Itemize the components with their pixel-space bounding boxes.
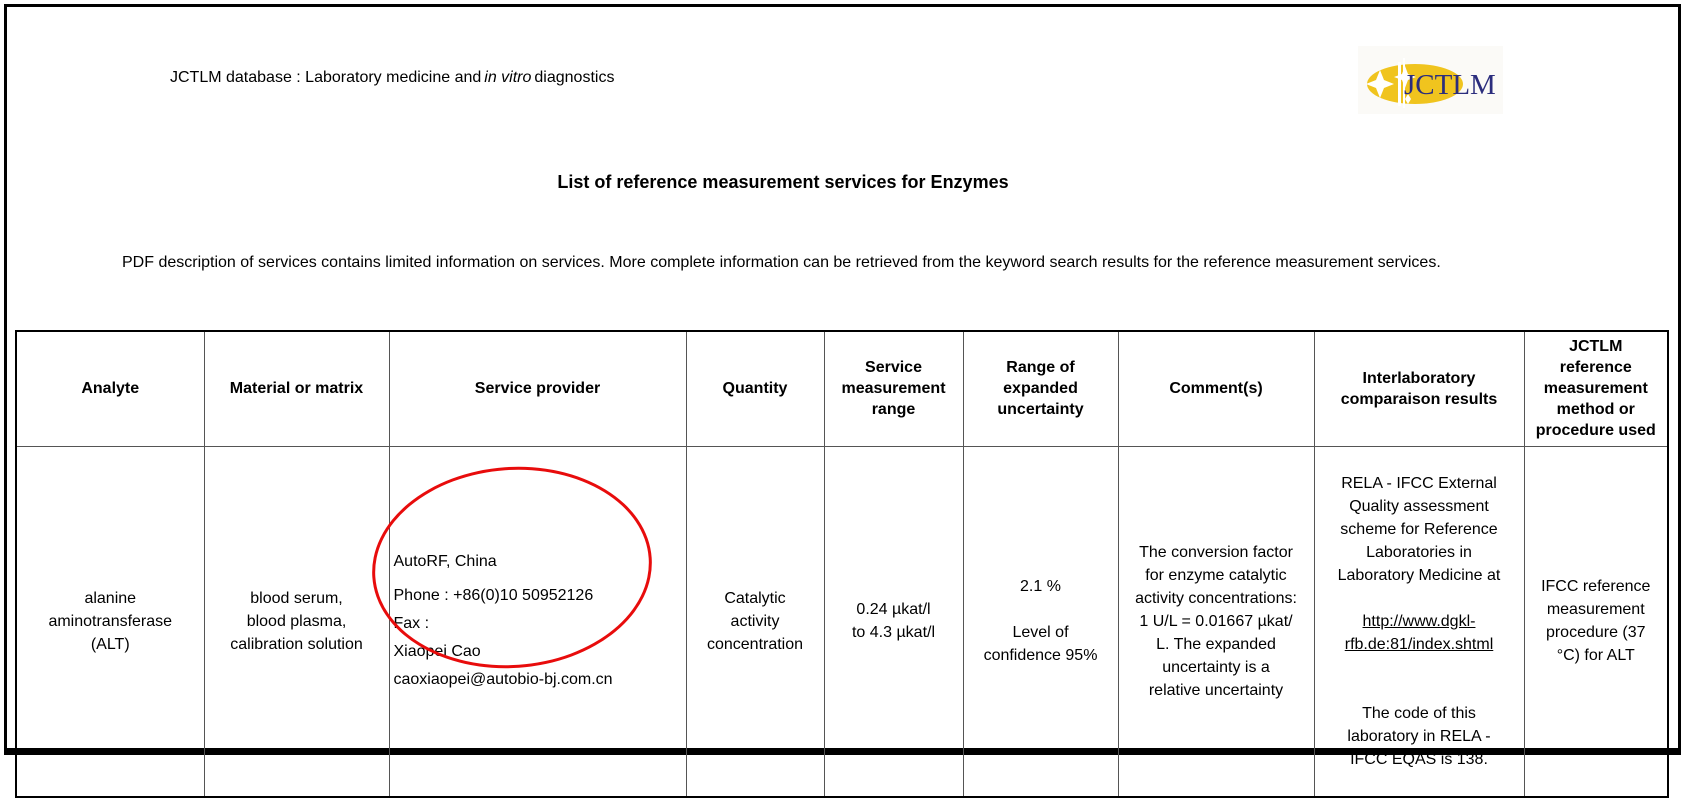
cell-comment: The conversion factor for enzyme catalyt… [1117,445,1315,797]
interlab-url-link[interactable]: http://www.dgkl- rfb.de:81/index.shtml [1344,612,1494,653]
cell-material: blood serum, blood plasma, calibration s… [203,445,390,797]
jctlm-logo: JCTLM [1358,46,1503,114]
database-note-italic: in vitro [484,69,532,86]
database-note-suffix: diagnostics [534,69,615,86]
col-header-jctlm-method: JCTLM reference measurement method or pr… [1523,330,1669,447]
provider-name: AutoRF, China [393,553,497,570]
col-header-measurement-range: Service measurement range [823,330,964,447]
document-page: JCTLM database : Laboratory medicine and… [4,4,1681,798]
page-title: List of reference measurement services f… [557,172,1009,192]
cell-uncertainty: 2.1 % Level of confidence 95% [962,445,1119,797]
provider-contact: Xiaopei Cao [393,643,481,660]
database-note: JCTLM database : Laboratory medicine and… [170,69,614,87]
jctlm-logo-icon: JCTLM [1366,58,1496,108]
col-header-analyte: Analyte [15,330,205,447]
interlab-scheme-text: RELA - IFCC External Quality assessment … [1337,474,1501,584]
description-text: PDF description of services contains lim… [122,254,1441,271]
cell-interlab: RELA - IFCC External Quality assessment … [1313,445,1525,797]
col-header-material: Material or matrix [203,330,390,447]
services-table: Analyte Material or matrix Service provi… [15,330,1669,798]
col-header-quantity: Quantity [685,330,825,447]
cell-analyte: alanine aminotransferase (ALT) [15,445,205,797]
table-row: alanine aminotransferase (ALT) blood ser… [15,445,1669,797]
table-header-row: Analyte Material or matrix Service provi… [15,330,1669,447]
cell-jctlm-method: IFCC reference measurement procedure (37… [1523,445,1669,797]
cell-service-provider: AutoRF, China Phone : +86(0)10 50952126 … [388,445,687,797]
provider-phone: Phone : +86(0)10 50952126 [393,587,594,604]
cell-measurement-range: 0.24 µkat/l to 4.3 µkat/l [823,445,964,797]
provider-fax: Fax : [393,615,430,632]
database-note-prefix: JCTLM database : Laboratory medicine and [170,69,482,86]
col-header-interlab: Interlaboratory comparaison results [1313,330,1525,447]
interlab-code-text: The code of this laboratory in RELA - IF… [1347,704,1491,768]
col-header-comments: Comment(s) [1117,330,1315,447]
cell-quantity: Catalytic activity concentration [685,445,825,797]
col-header-uncertainty: Range of expanded uncertainty [962,330,1119,447]
col-header-service-provider: Service provider [388,330,687,447]
logo-text: JCTLM [1404,69,1496,101]
provider-email: caoxiaopei@autobio-bj.com.cn [393,671,613,688]
